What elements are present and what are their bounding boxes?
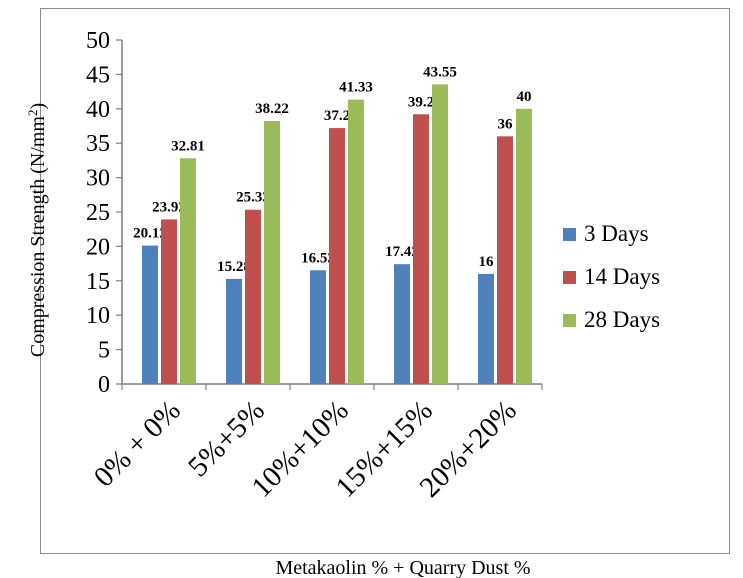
y-tick-label: 10 <box>86 303 110 329</box>
data-label: 16.53 <box>301 250 335 266</box>
data-label: 16 <box>479 254 495 270</box>
bar-3-days <box>394 264 410 384</box>
bar-14-days <box>245 209 261 384</box>
bar-14-days <box>161 219 177 384</box>
y-tick-label: 45 <box>86 62 110 88</box>
legend: 3 Days 14 Days 28 Days <box>563 221 660 332</box>
bar-14-days <box>413 114 429 384</box>
data-label: 40 <box>517 89 532 105</box>
legend-swatch <box>563 314 576 327</box>
y-tick-label: 0 <box>98 372 110 398</box>
data-label: 37.2 <box>324 108 350 124</box>
data-label: 23.92 <box>152 199 186 215</box>
legend-label: 28 Days <box>584 307 660 332</box>
y-tick-label: 25 <box>86 200 110 226</box>
y-tick-label: 50 <box>86 28 110 54</box>
y-axis-title-close: ) <box>27 103 49 110</box>
y-axis-title-superscript: 2 <box>25 110 40 117</box>
x-tick-label: 0% + 0% <box>88 394 187 493</box>
data-label: 20.12 <box>133 226 167 242</box>
bar-28-days <box>432 84 448 384</box>
data-label: 39.2 <box>408 94 434 110</box>
x-axis-title: Metakaolin % + Quarry Dust % <box>275 557 530 578</box>
data-label: 38.22 <box>255 101 289 117</box>
legend-swatch <box>563 271 576 284</box>
data-label: 25.33 <box>236 190 270 206</box>
y-tick-label: 40 <box>86 97 110 123</box>
bar-28-days <box>516 108 532 385</box>
y-tick-label: 30 <box>86 166 110 192</box>
plot-area: 0 5 10 15 20 25 30 35 40 45 50 20.12 23.92 32.81 0% + … <box>86 28 543 504</box>
y-tick-label: 5 <box>98 338 110 364</box>
data-label: 17.42 <box>385 244 419 260</box>
data-label: 36 <box>498 116 514 132</box>
bar-3-days <box>142 245 158 384</box>
y-tick-label: 15 <box>86 269 110 295</box>
data-label: 43.55 <box>423 64 457 80</box>
bar-3-days <box>310 270 326 384</box>
bar-3-days <box>226 278 242 384</box>
y-tick-label: 20 <box>86 234 110 260</box>
legend-swatch <box>563 228 576 241</box>
bar-28-days <box>348 99 364 384</box>
y-axis-title: Compression Strength (N/mm2) <box>25 103 50 357</box>
bar-14-days <box>497 136 513 384</box>
legend-label: 14 Days <box>584 264 660 289</box>
data-label: 41.33 <box>339 80 373 96</box>
bar-28-days <box>180 158 196 384</box>
data-label: 15.28 <box>217 259 251 275</box>
data-label: 32.81 <box>171 138 205 154</box>
bar-14-days <box>329 128 345 384</box>
bar-28-days <box>264 121 280 385</box>
y-tick-label: 35 <box>86 131 110 157</box>
y-axis-title-main: Compression Strength (N/mm <box>27 116 49 358</box>
legend-label: 3 Days <box>584 221 649 246</box>
bar-3-days <box>478 273 494 384</box>
